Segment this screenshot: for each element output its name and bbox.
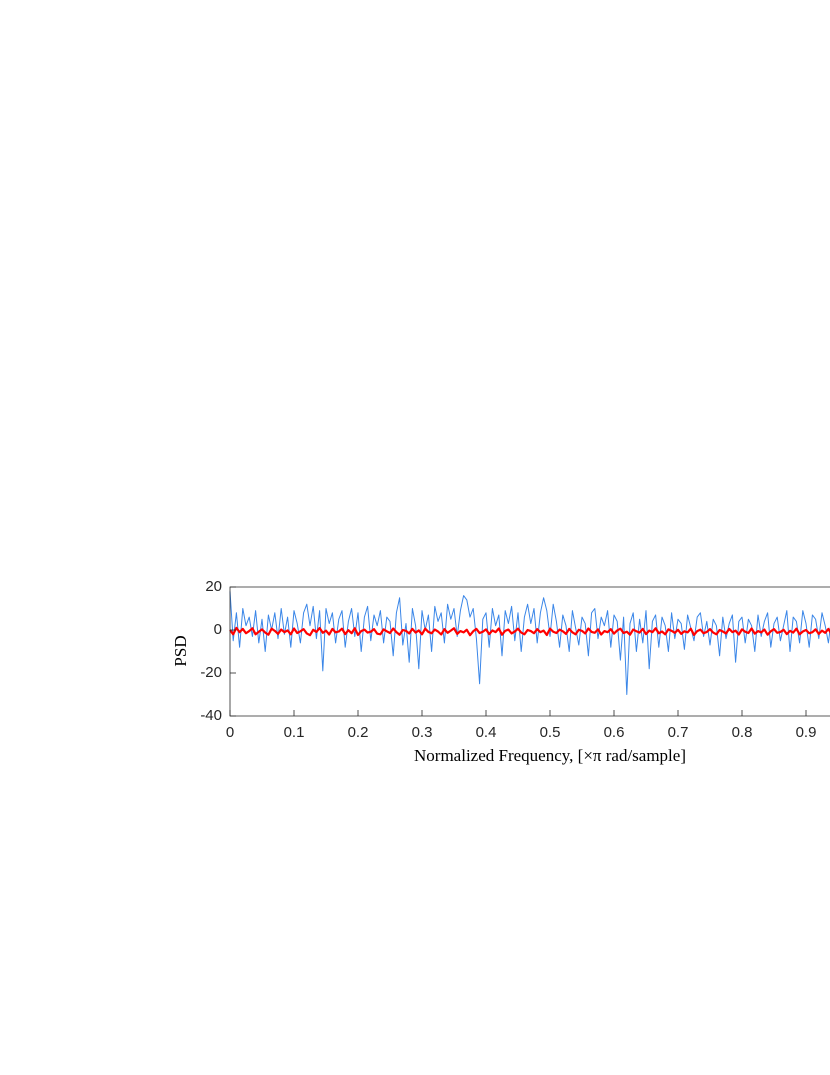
- x-tick-label: 0.3: [412, 724, 433, 741]
- x-tick-label: 0.9: [796, 724, 817, 741]
- x-tick-label: 0.7: [668, 724, 689, 741]
- y-tick-label: 0: [214, 621, 222, 638]
- x-tick-label: 0.6: [604, 724, 625, 741]
- x-tick-label: 0.4: [476, 724, 497, 741]
- y-tick-label: -40: [200, 707, 222, 724]
- x-tick-label: 0.2: [348, 724, 369, 741]
- axes-box: [229, 586, 830, 717]
- y-axis-label: PSD: [171, 635, 190, 666]
- x-axis-label: Normalized Frequency, [×π rad/sample]: [414, 746, 686, 765]
- series-line: [229, 626, 830, 637]
- series-line: [229, 591, 830, 695]
- x-tick-label: 0: [226, 724, 234, 741]
- x-tick-label: 0.1: [284, 724, 305, 741]
- x-tick-label: 0.8: [732, 724, 753, 741]
- x-tick-label: 0.5: [540, 724, 561, 741]
- y-tick-label: 20: [205, 578, 222, 595]
- y-tick-label: -20: [200, 664, 222, 681]
